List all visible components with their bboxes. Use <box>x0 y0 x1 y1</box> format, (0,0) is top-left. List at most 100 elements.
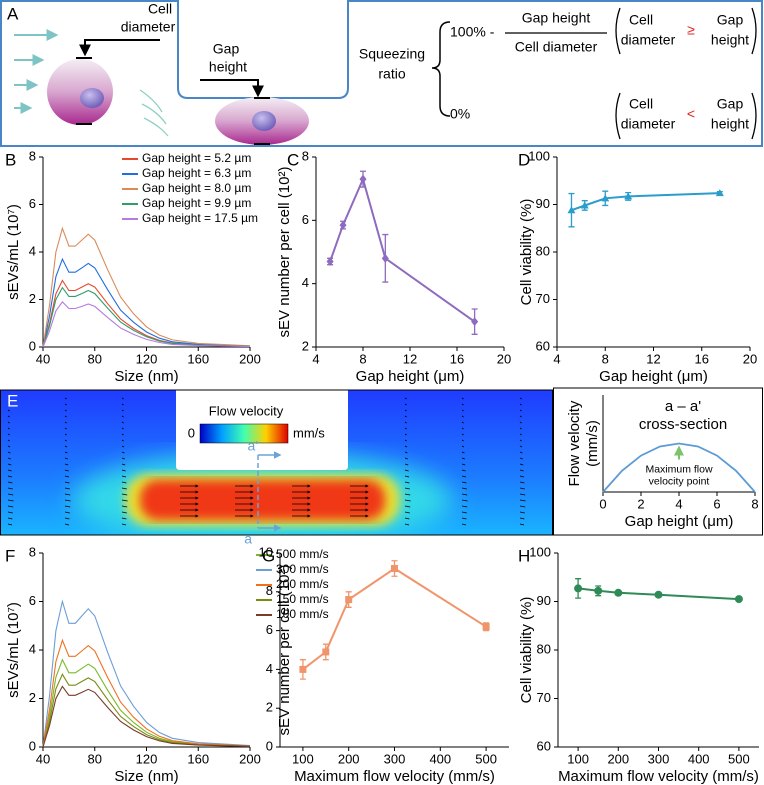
x-tick-label: 4 <box>312 351 319 366</box>
label: height <box>711 32 749 48</box>
vector <box>7 523 13 526</box>
panel-a: A Cell diameter Gap height Squeezing rat… <box>0 0 763 147</box>
vector <box>64 409 67 412</box>
vector <box>121 505 128 508</box>
vector <box>461 451 465 454</box>
x-tick-label: 20 <box>743 351 757 366</box>
y-tick-label: 6 <box>29 593 36 608</box>
vector <box>64 481 70 484</box>
x-tick-label: 12 <box>646 351 660 366</box>
flow-arrows <box>14 29 59 114</box>
vector <box>121 403 124 406</box>
vector <box>64 421 67 424</box>
label: Cell <box>629 96 653 112</box>
vector <box>64 427 67 430</box>
y-tick-label: 8 <box>29 544 36 559</box>
y-tick-label: 2 <box>29 690 36 705</box>
vector <box>121 415 124 418</box>
vector <box>519 511 525 514</box>
vector <box>404 457 408 460</box>
vector <box>519 475 525 478</box>
vector <box>519 499 526 502</box>
marker <box>654 590 663 599</box>
vector <box>7 487 13 490</box>
vector <box>7 511 13 514</box>
x-tick-label: 8 <box>602 351 609 366</box>
annotation: velocity point <box>649 475 710 487</box>
x-axis-label: Maximum flow velocity (mm/s) <box>558 768 759 785</box>
x-tick-label: 300 <box>384 751 406 766</box>
y-tick-label: 2 <box>302 338 309 353</box>
nucleus <box>252 111 276 131</box>
y-tick-label: 90 <box>537 593 551 608</box>
legend-label: 500 mm/s <box>276 547 329 561</box>
x-tick-label: 80 <box>88 351 102 366</box>
y-tick-label: 6 <box>302 212 309 227</box>
vector <box>7 403 10 406</box>
marker <box>594 586 603 595</box>
x-tick-label: 16 <box>695 351 709 366</box>
parentheses <box>615 7 757 140</box>
legend-label: Gap height = 5.2 µm <box>142 151 251 165</box>
vector <box>7 439 10 442</box>
y-tick-label: 4 <box>266 661 273 676</box>
vector <box>404 505 411 508</box>
vector <box>404 451 408 454</box>
vector <box>461 511 467 514</box>
legend-label: Gap height = 6.3 µm <box>142 166 251 180</box>
section-label: a' <box>248 438 258 454</box>
x-tick-label: 160 <box>187 751 209 766</box>
x-tick-label: 8 <box>359 351 366 366</box>
marker <box>567 206 576 214</box>
y-tick-label: 6 <box>266 622 273 637</box>
vector <box>461 397 464 400</box>
vector <box>461 469 466 472</box>
x-axis-label: Gap height (μm) <box>356 368 465 385</box>
y-tick-label: 70 <box>537 690 551 705</box>
vector <box>121 499 128 502</box>
label: Gap height <box>522 10 591 26</box>
vector <box>404 463 409 466</box>
vector <box>7 481 13 484</box>
vector <box>519 457 523 460</box>
vector <box>64 487 70 490</box>
colorbar-min: 0 <box>188 425 195 440</box>
marker <box>614 588 623 597</box>
x-axis-label: Gap height (μm) <box>599 368 708 385</box>
vector <box>64 475 70 478</box>
vector <box>7 421 10 424</box>
marker <box>574 584 583 593</box>
flow-field <box>0 390 553 535</box>
y-tick-label: 4 <box>302 275 309 290</box>
x-tick-label: 40 <box>36 751 50 766</box>
legend-label: Gap height = 9.9 µm <box>142 196 251 210</box>
chart-title: cross-section <box>639 416 727 433</box>
series-line <box>302 567 487 671</box>
vector <box>404 523 410 526</box>
vector <box>64 439 67 442</box>
marker <box>580 201 589 209</box>
series-line <box>42 599 251 748</box>
vector <box>404 403 407 406</box>
vector <box>64 463 69 466</box>
vector <box>7 499 14 502</box>
vector <box>461 415 464 418</box>
vector <box>7 445 11 448</box>
vector <box>404 517 410 520</box>
vector <box>461 421 464 424</box>
pointer <box>79 39 160 57</box>
panel-label: E <box>7 391 18 410</box>
series-line <box>571 192 720 212</box>
series-line <box>42 685 251 748</box>
vector <box>461 517 467 520</box>
vector <box>404 433 407 436</box>
y-tick-label: 4 <box>29 243 36 258</box>
y-tick-label: 10 <box>259 544 273 559</box>
y-tick-label: 60 <box>537 738 551 753</box>
vector <box>404 415 407 418</box>
x-tick-label: 4 <box>675 496 682 511</box>
vector <box>461 427 464 430</box>
y-axis-label: (mm/s) <box>584 420 601 467</box>
vector <box>404 469 409 472</box>
vector <box>404 493 411 496</box>
